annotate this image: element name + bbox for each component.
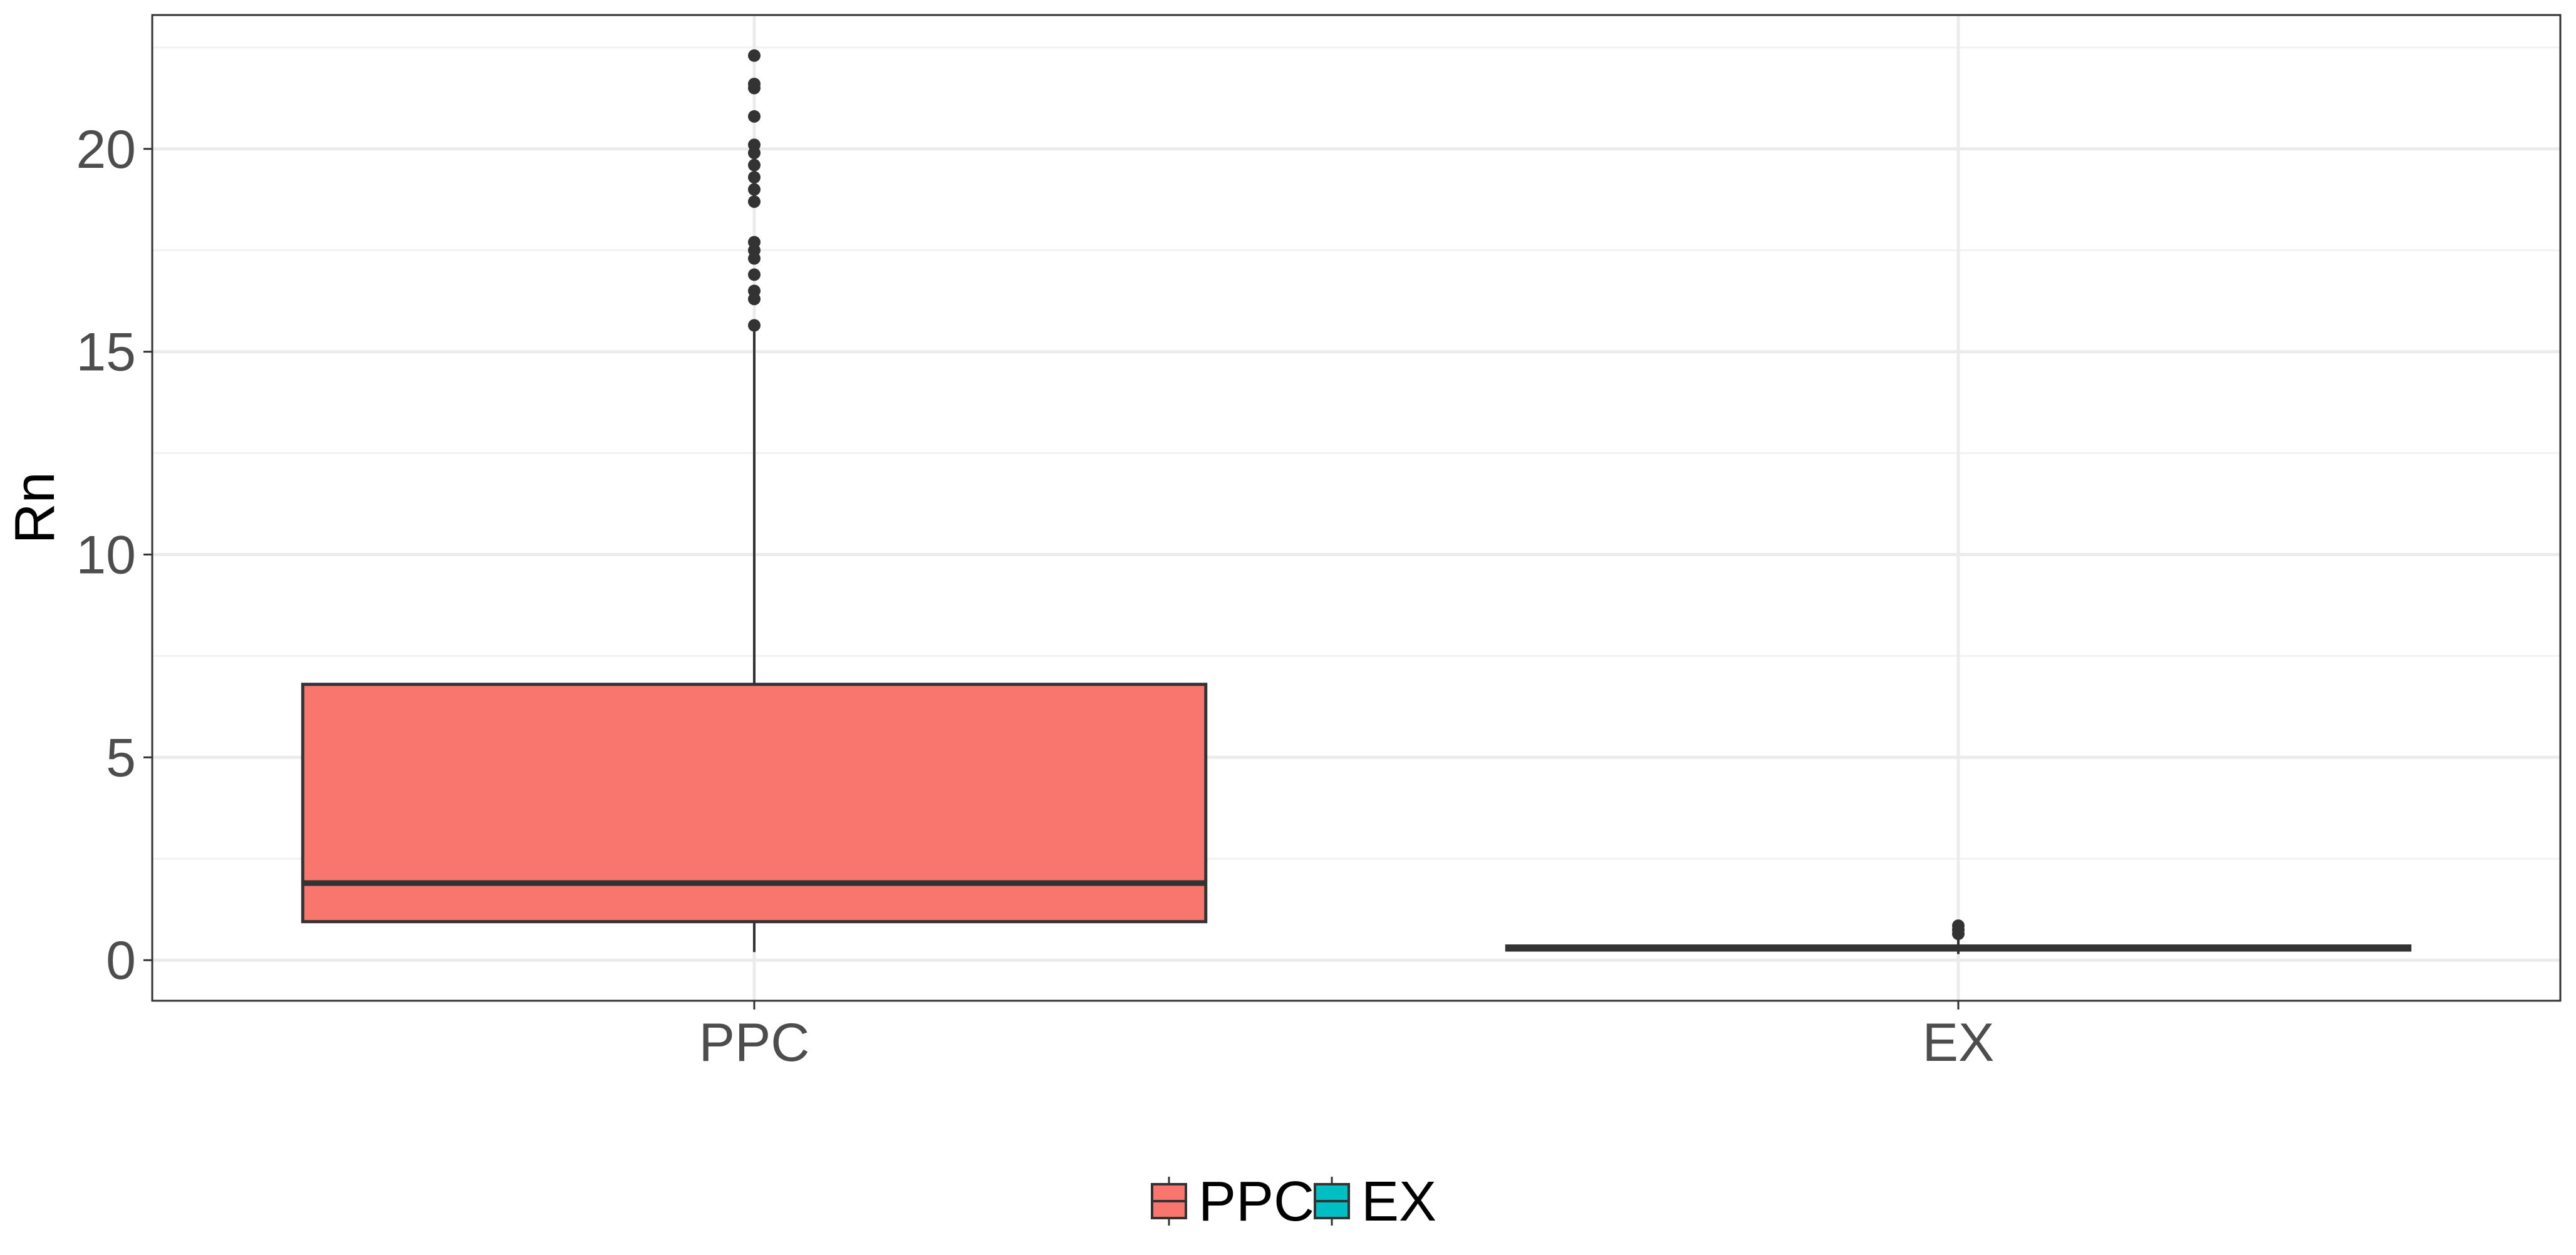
outlier-point bbox=[748, 195, 761, 208]
outlier-point bbox=[748, 158, 761, 172]
outlier-point bbox=[748, 171, 761, 184]
legend-label: PPC bbox=[1198, 1170, 1314, 1233]
legend-item-ex: EX bbox=[1314, 1170, 1436, 1233]
x-axis: PPC EX bbox=[699, 1001, 1995, 1073]
outlier-point bbox=[748, 78, 761, 91]
outlier-point bbox=[748, 110, 761, 123]
y-tick-label: 5 bbox=[106, 728, 136, 788]
outlier-point bbox=[1952, 919, 1965, 932]
y-axis: 0 5 10 15 20 bbox=[76, 120, 152, 991]
outlier-point bbox=[748, 49, 761, 62]
box-layer bbox=[301, 49, 2412, 954]
outlier-point bbox=[748, 183, 761, 196]
y-tick-label: 15 bbox=[76, 323, 136, 383]
legend: PPC EX bbox=[1151, 1170, 1436, 1233]
box-group-ex bbox=[1505, 919, 2412, 954]
y-tick-label: 20 bbox=[76, 120, 136, 180]
outlier-point bbox=[748, 235, 761, 249]
plot-border bbox=[151, 14, 2562, 1002]
x-tick-label: PPC bbox=[699, 1013, 810, 1073]
outlier-point bbox=[748, 268, 761, 281]
outlier-point bbox=[748, 138, 761, 152]
box-group-ppc bbox=[301, 49, 1208, 953]
box bbox=[301, 683, 1208, 924]
outlier-point bbox=[748, 284, 761, 297]
y-tick-label: 10 bbox=[76, 525, 136, 585]
legend-item-ppc: PPC bbox=[1151, 1170, 1314, 1233]
y-tick-label: 0 bbox=[106, 931, 136, 991]
x-tick-label: EX bbox=[1923, 1013, 1995, 1073]
legend-label: EX bbox=[1361, 1170, 1436, 1233]
y-axis-title: Rn bbox=[4, 472, 66, 544]
outlier-point bbox=[748, 319, 761, 332]
